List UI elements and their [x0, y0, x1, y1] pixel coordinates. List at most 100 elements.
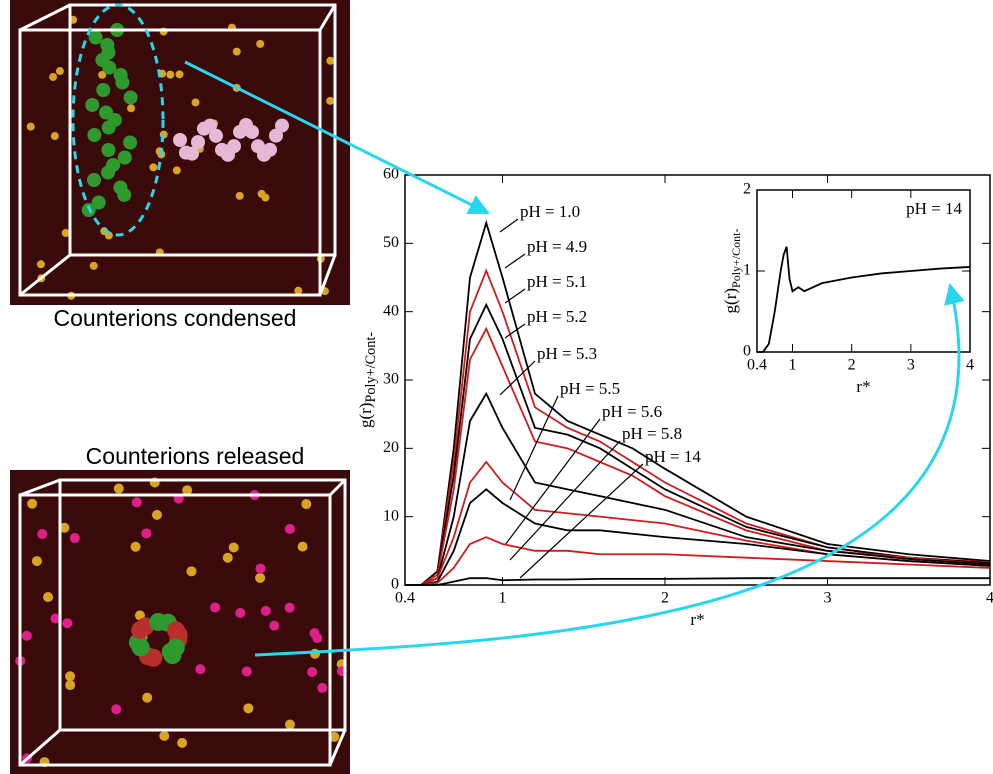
highlight-ellipse — [71, 3, 165, 237]
polymer-bead — [91, 195, 106, 210]
particle — [98, 70, 107, 79]
series-line — [405, 488, 991, 586]
particle — [172, 166, 181, 175]
particle — [26, 122, 35, 131]
particle — [243, 703, 254, 714]
particle — [284, 719, 295, 730]
particle — [312, 633, 323, 644]
particle — [69, 533, 80, 544]
x-tick-label: 1 — [789, 357, 797, 374]
series-label: pH = 5.6 — [602, 402, 662, 421]
particle — [256, 39, 265, 48]
particle — [31, 556, 42, 567]
x-tick-label: 4 — [966, 357, 974, 374]
y-tick-label: 20 — [383, 439, 399, 456]
y-tick-label: 0 — [743, 343, 751, 360]
particle — [182, 485, 193, 496]
series-label: pH = 5.8 — [622, 424, 682, 443]
series-line — [405, 268, 991, 586]
y-tick-label: 60 — [383, 166, 399, 183]
particle — [62, 618, 73, 629]
polymer-bead — [101, 143, 116, 157]
particle — [59, 522, 70, 533]
polymer-bead — [209, 128, 223, 143]
particle — [228, 542, 239, 553]
polymer-bead — [131, 621, 150, 640]
polymer-bead — [173, 133, 187, 147]
particle — [309, 648, 320, 659]
particle — [232, 47, 241, 56]
polymer-bead — [203, 118, 217, 133]
box-wireframe — [18, 3, 347, 767]
particle — [36, 260, 45, 269]
x-tick-label: 0.4 — [395, 590, 415, 607]
particle — [177, 737, 188, 748]
polymer-bead — [149, 613, 168, 632]
y-tick-label: 2 — [743, 181, 751, 198]
particle — [186, 566, 197, 577]
x-axis-label: r* — [856, 377, 870, 396]
particle — [297, 541, 308, 552]
particle — [65, 680, 76, 691]
polymer-bead — [101, 120, 116, 135]
particle — [222, 552, 233, 563]
particle — [55, 67, 64, 76]
chart: 0.4 1 2 3 40102030405060r*g(r)Poly+/Cont-pH … — [356, 166, 993, 629]
particle — [301, 499, 312, 510]
annotation: pH = 14 — [906, 199, 962, 218]
particle — [50, 132, 59, 141]
particle — [89, 261, 98, 270]
particle — [257, 189, 266, 198]
particle — [235, 191, 244, 200]
particle — [175, 70, 184, 79]
polymer-bead — [117, 150, 132, 165]
label-leader — [504, 323, 526, 339]
particle — [166, 70, 175, 79]
x-tick-label: 1 — [499, 590, 507, 607]
series-line — [405, 577, 990, 586]
particle — [255, 572, 266, 583]
particle — [142, 692, 153, 703]
particle — [111, 704, 122, 715]
label-leader — [504, 253, 526, 269]
particle — [326, 96, 335, 105]
series-line — [405, 326, 991, 586]
label-leader — [509, 395, 559, 501]
polymer-bead — [275, 118, 289, 133]
particle — [65, 671, 76, 682]
particle — [49, 72, 58, 81]
particle — [27, 498, 38, 509]
x-tick-label: 3 — [907, 357, 915, 374]
particle — [191, 98, 200, 107]
y-tick-label: 30 — [383, 371, 399, 388]
x-tick-label: 2 — [661, 590, 669, 607]
series-label: pH = 5.3 — [537, 344, 597, 363]
y-axis-label-sub: Poly+/Cont- — [729, 229, 743, 288]
polymer-bead — [191, 135, 205, 150]
y-axis-label-main: g(r) — [721, 288, 740, 313]
particle — [127, 104, 136, 113]
y-axis-label: g(r)Poly+/Cont- — [356, 332, 379, 428]
particle — [326, 56, 335, 65]
particle — [152, 509, 163, 520]
arrow — [254, 282, 965, 657]
polymer-bead — [166, 621, 185, 640]
particle — [130, 541, 141, 552]
y-tick-label: 10 — [383, 507, 399, 524]
polymer-bead — [123, 90, 138, 105]
particle — [284, 602, 295, 613]
particle — [284, 523, 295, 534]
x-tick-label: 2 — [848, 357, 856, 374]
polymer-bead — [144, 648, 163, 667]
particle — [149, 163, 158, 172]
x-axis-label: r* — [690, 610, 704, 629]
particle — [131, 497, 142, 508]
particle — [241, 666, 252, 677]
polymer-bead — [166, 638, 185, 657]
y-axis-label-main: g(r) — [356, 403, 375, 428]
series-line — [405, 391, 991, 586]
plot-frame — [756, 189, 971, 353]
polymer-bead — [115, 75, 130, 90]
polymer-bead — [85, 98, 100, 112]
